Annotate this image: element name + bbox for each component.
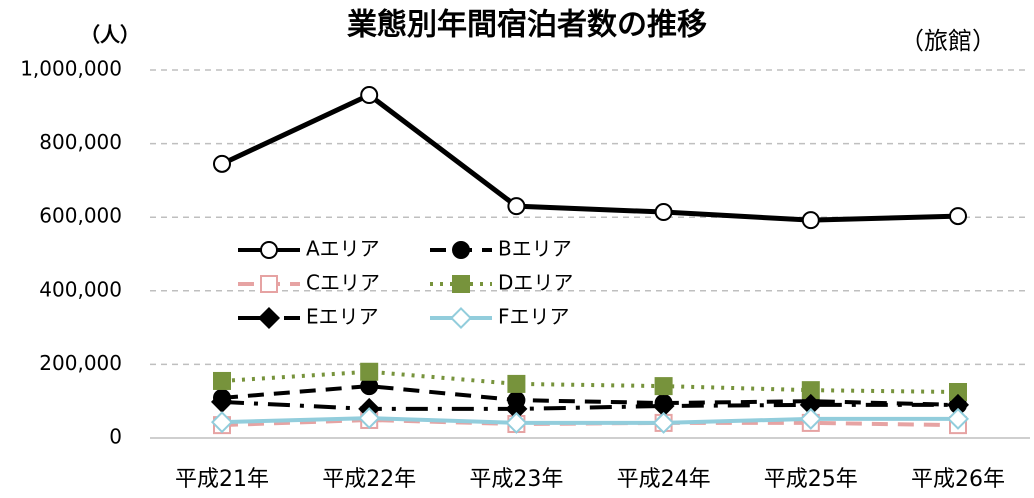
y-tick-label: 400,000 (39, 277, 122, 301)
marker (213, 154, 231, 173)
chart-title: 業態別年間宿泊者数の推移 (347, 8, 707, 43)
series-line (221, 369, 959, 394)
y-tick-label: 0 (109, 425, 122, 449)
x-tick-label: 平成26年 (911, 467, 1005, 492)
marker (260, 241, 278, 259)
x-tick-label: 平成22年 (322, 467, 416, 492)
legend-label: Aエリア (306, 237, 380, 261)
marker (452, 241, 470, 259)
marker (654, 203, 673, 222)
x-tick-label: 平成24年 (617, 467, 711, 492)
marker (799, 407, 822, 430)
series-line (221, 416, 958, 425)
marker (358, 407, 381, 430)
subtitle-note: （旅館） (900, 27, 996, 55)
x-tick-label: 平成25年 (764, 467, 858, 492)
marker (801, 211, 820, 230)
legend-label: Dエリア (498, 271, 573, 295)
marker (505, 411, 528, 434)
x-tick-label: 平成21年 (175, 467, 269, 492)
series-line (221, 399, 958, 411)
y-tick-label: 200,000 (39, 351, 122, 375)
marker (260, 275, 278, 293)
marker (213, 371, 231, 390)
marker (507, 374, 526, 393)
legend-label: Eエリア (306, 305, 379, 329)
series-line (221, 384, 959, 407)
marker (360, 362, 379, 381)
legend-label: Fエリア (498, 305, 570, 329)
marker (652, 411, 675, 434)
marker (654, 377, 673, 396)
marker (949, 207, 967, 226)
y-tick-label: 800,000 (39, 130, 122, 154)
series-line (220, 92, 959, 223)
marker (452, 275, 470, 293)
y-tick-label: 600,000 (39, 204, 122, 228)
marker (449, 306, 473, 330)
marker (507, 197, 526, 216)
legend-label: Bエリア (498, 237, 572, 261)
marker (257, 306, 281, 330)
y-unit: （人） (80, 23, 140, 47)
marker (946, 407, 970, 430)
y-tick-label: 1,000,000 (20, 57, 122, 81)
marker (210, 411, 234, 434)
legend-label: Cエリア (306, 271, 380, 295)
x-tick-label: 平成23年 (469, 467, 563, 492)
marker (360, 86, 379, 105)
